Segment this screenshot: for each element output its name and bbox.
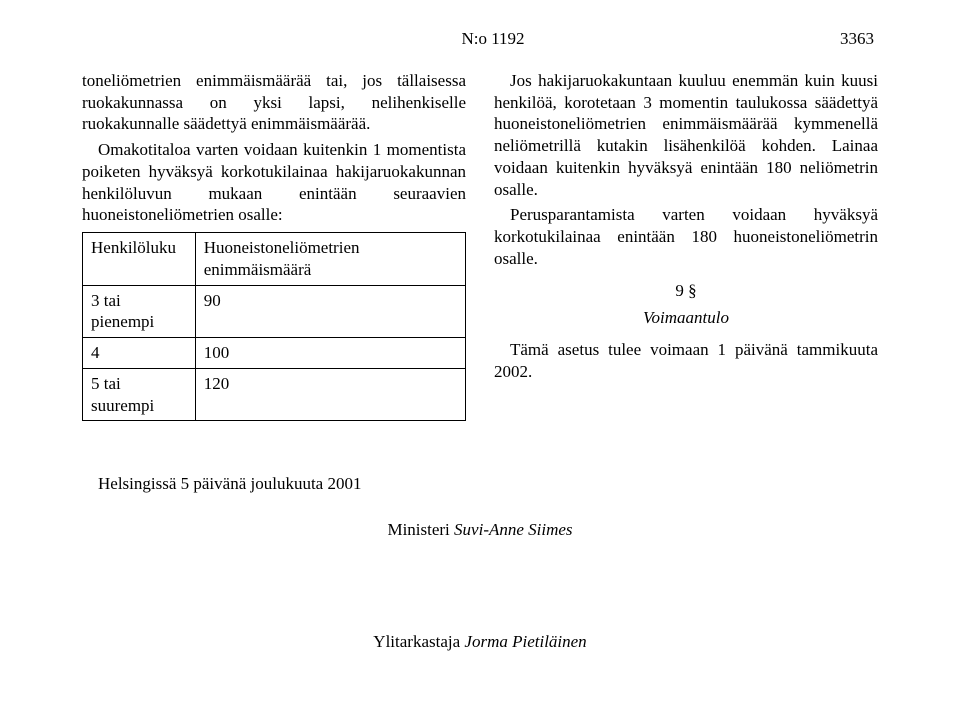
table-cell: 3 tai pienempi — [83, 285, 196, 338]
table-cell: 100 — [195, 338, 465, 369]
minister-name: Suvi-Anne Siimes — [454, 520, 573, 539]
left-column: toneliömetrien enimmäismäärää tai, jos t… — [82, 70, 466, 434]
table-row: 5 tai suurempi 120 — [83, 368, 466, 421]
henkiloluku-table: Henkilöluku Huoneistoneliömetrien enimmä… — [82, 232, 466, 421]
section-number: 9 § — [494, 280, 878, 302]
inspector-name: Jorma Pietiläinen — [464, 632, 586, 651]
page-header: N:o 1192 3363 — [82, 28, 878, 50]
page-number: 3363 — [840, 28, 874, 50]
table-cell: 4 — [83, 338, 196, 369]
header-spacer — [86, 28, 146, 50]
two-column-body: toneliömetrien enimmäismäärää tai, jos t… — [82, 70, 878, 434]
table-cell: 90 — [195, 285, 465, 338]
left-para-1: toneliömetrien enimmäismäärää tai, jos t… — [82, 70, 466, 135]
table-cell: 120 — [195, 368, 465, 421]
left-para-2: Omakotitaloa varten voidaan kuitenkin 1 … — [82, 139, 466, 226]
minister-label: Ministeri — [387, 520, 449, 539]
minister-line: Ministeri Suvi-Anne Siimes — [82, 519, 878, 541]
section-title: Voimaantulo — [494, 307, 878, 329]
document-number: N:o 1192 — [146, 28, 840, 50]
right-column: Jos hakijaruokakuntaan kuuluu enemmän ku… — [494, 70, 878, 434]
table-row: 4 100 — [83, 338, 466, 369]
table-cell: Henkilöluku — [83, 233, 196, 286]
table-cell: 5 tai suurempi — [83, 368, 196, 421]
right-para-2: Perusparantamista varten voidaan hyväk­s… — [494, 204, 878, 269]
table-cell: Huoneistoneliömetrien enimmäismäärä — [195, 233, 465, 286]
right-para-3: Tämä asetus tulee voimaan 1 päivänä tamm… — [494, 339, 878, 383]
inspector-label: Ylitarkastaja — [373, 632, 460, 651]
date-place-line: Helsingissä 5 päivänä joulukuuta 2001 — [82, 473, 878, 495]
table-row: 3 tai pienempi 90 — [83, 285, 466, 338]
right-para-1: Jos hakijaruokakuntaan kuuluu enemmän ku… — [494, 70, 878, 201]
inspector-line: Ylitarkastaja Jorma Pietiläinen — [82, 631, 878, 653]
table-row: Henkilöluku Huoneistoneliömetrien enimmä… — [83, 233, 466, 286]
